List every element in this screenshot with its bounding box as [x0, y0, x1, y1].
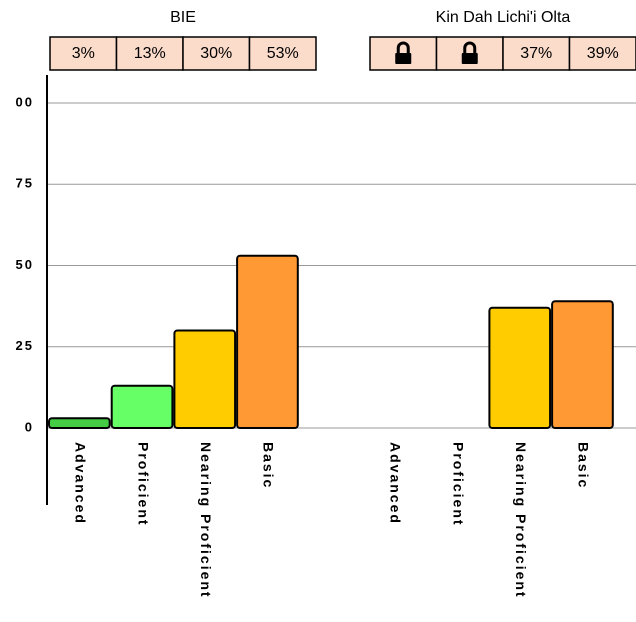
bar: [551, 300, 614, 429]
x-tick-label: Nearing Proficient: [198, 442, 214, 599]
lock-shackle: [463, 41, 477, 53]
x-tick-label: Nearing Proficient: [513, 442, 529, 599]
value-label: 37%: [520, 45, 552, 62]
lock-shackle: [396, 41, 410, 53]
value-label: 39%: [587, 45, 619, 62]
group-title: Kin Dah Lichi'i Olta: [436, 9, 571, 26]
x-tick-label: Advanced: [73, 442, 89, 525]
y-tick-label: 25: [16, 338, 34, 353]
x-tick-label: Basic: [261, 442, 277, 489]
value-label: 3%: [72, 45, 95, 62]
y-tick-label: 00: [16, 94, 34, 109]
bar: [110, 384, 174, 429]
bar: [48, 417, 111, 429]
x-tick-label: Proficient: [450, 442, 466, 527]
value-label: 53%: [267, 45, 299, 62]
x-tick-label: Advanced: [388, 442, 404, 525]
x-tick-label: Basic: [576, 442, 592, 489]
value-label: 30%: [200, 45, 232, 62]
y-tick-label: 75: [16, 176, 34, 191]
y-tick-label: 0: [25, 419, 34, 434]
lock-body: [395, 53, 412, 64]
value-box: [568, 36, 636, 71]
y-tick-label: 50: [16, 257, 34, 272]
lock-body: [461, 53, 478, 64]
value-label: 13%: [134, 45, 166, 62]
lock-icon: [461, 41, 478, 64]
value-box: [49, 36, 118, 71]
group-title: BIE: [170, 9, 196, 26]
bar: [173, 329, 237, 429]
bar: [488, 306, 552, 429]
lock-icon: [395, 41, 412, 64]
value-box: [248, 36, 317, 71]
bar: [236, 254, 299, 429]
x-tick-label: Proficient: [135, 442, 151, 527]
